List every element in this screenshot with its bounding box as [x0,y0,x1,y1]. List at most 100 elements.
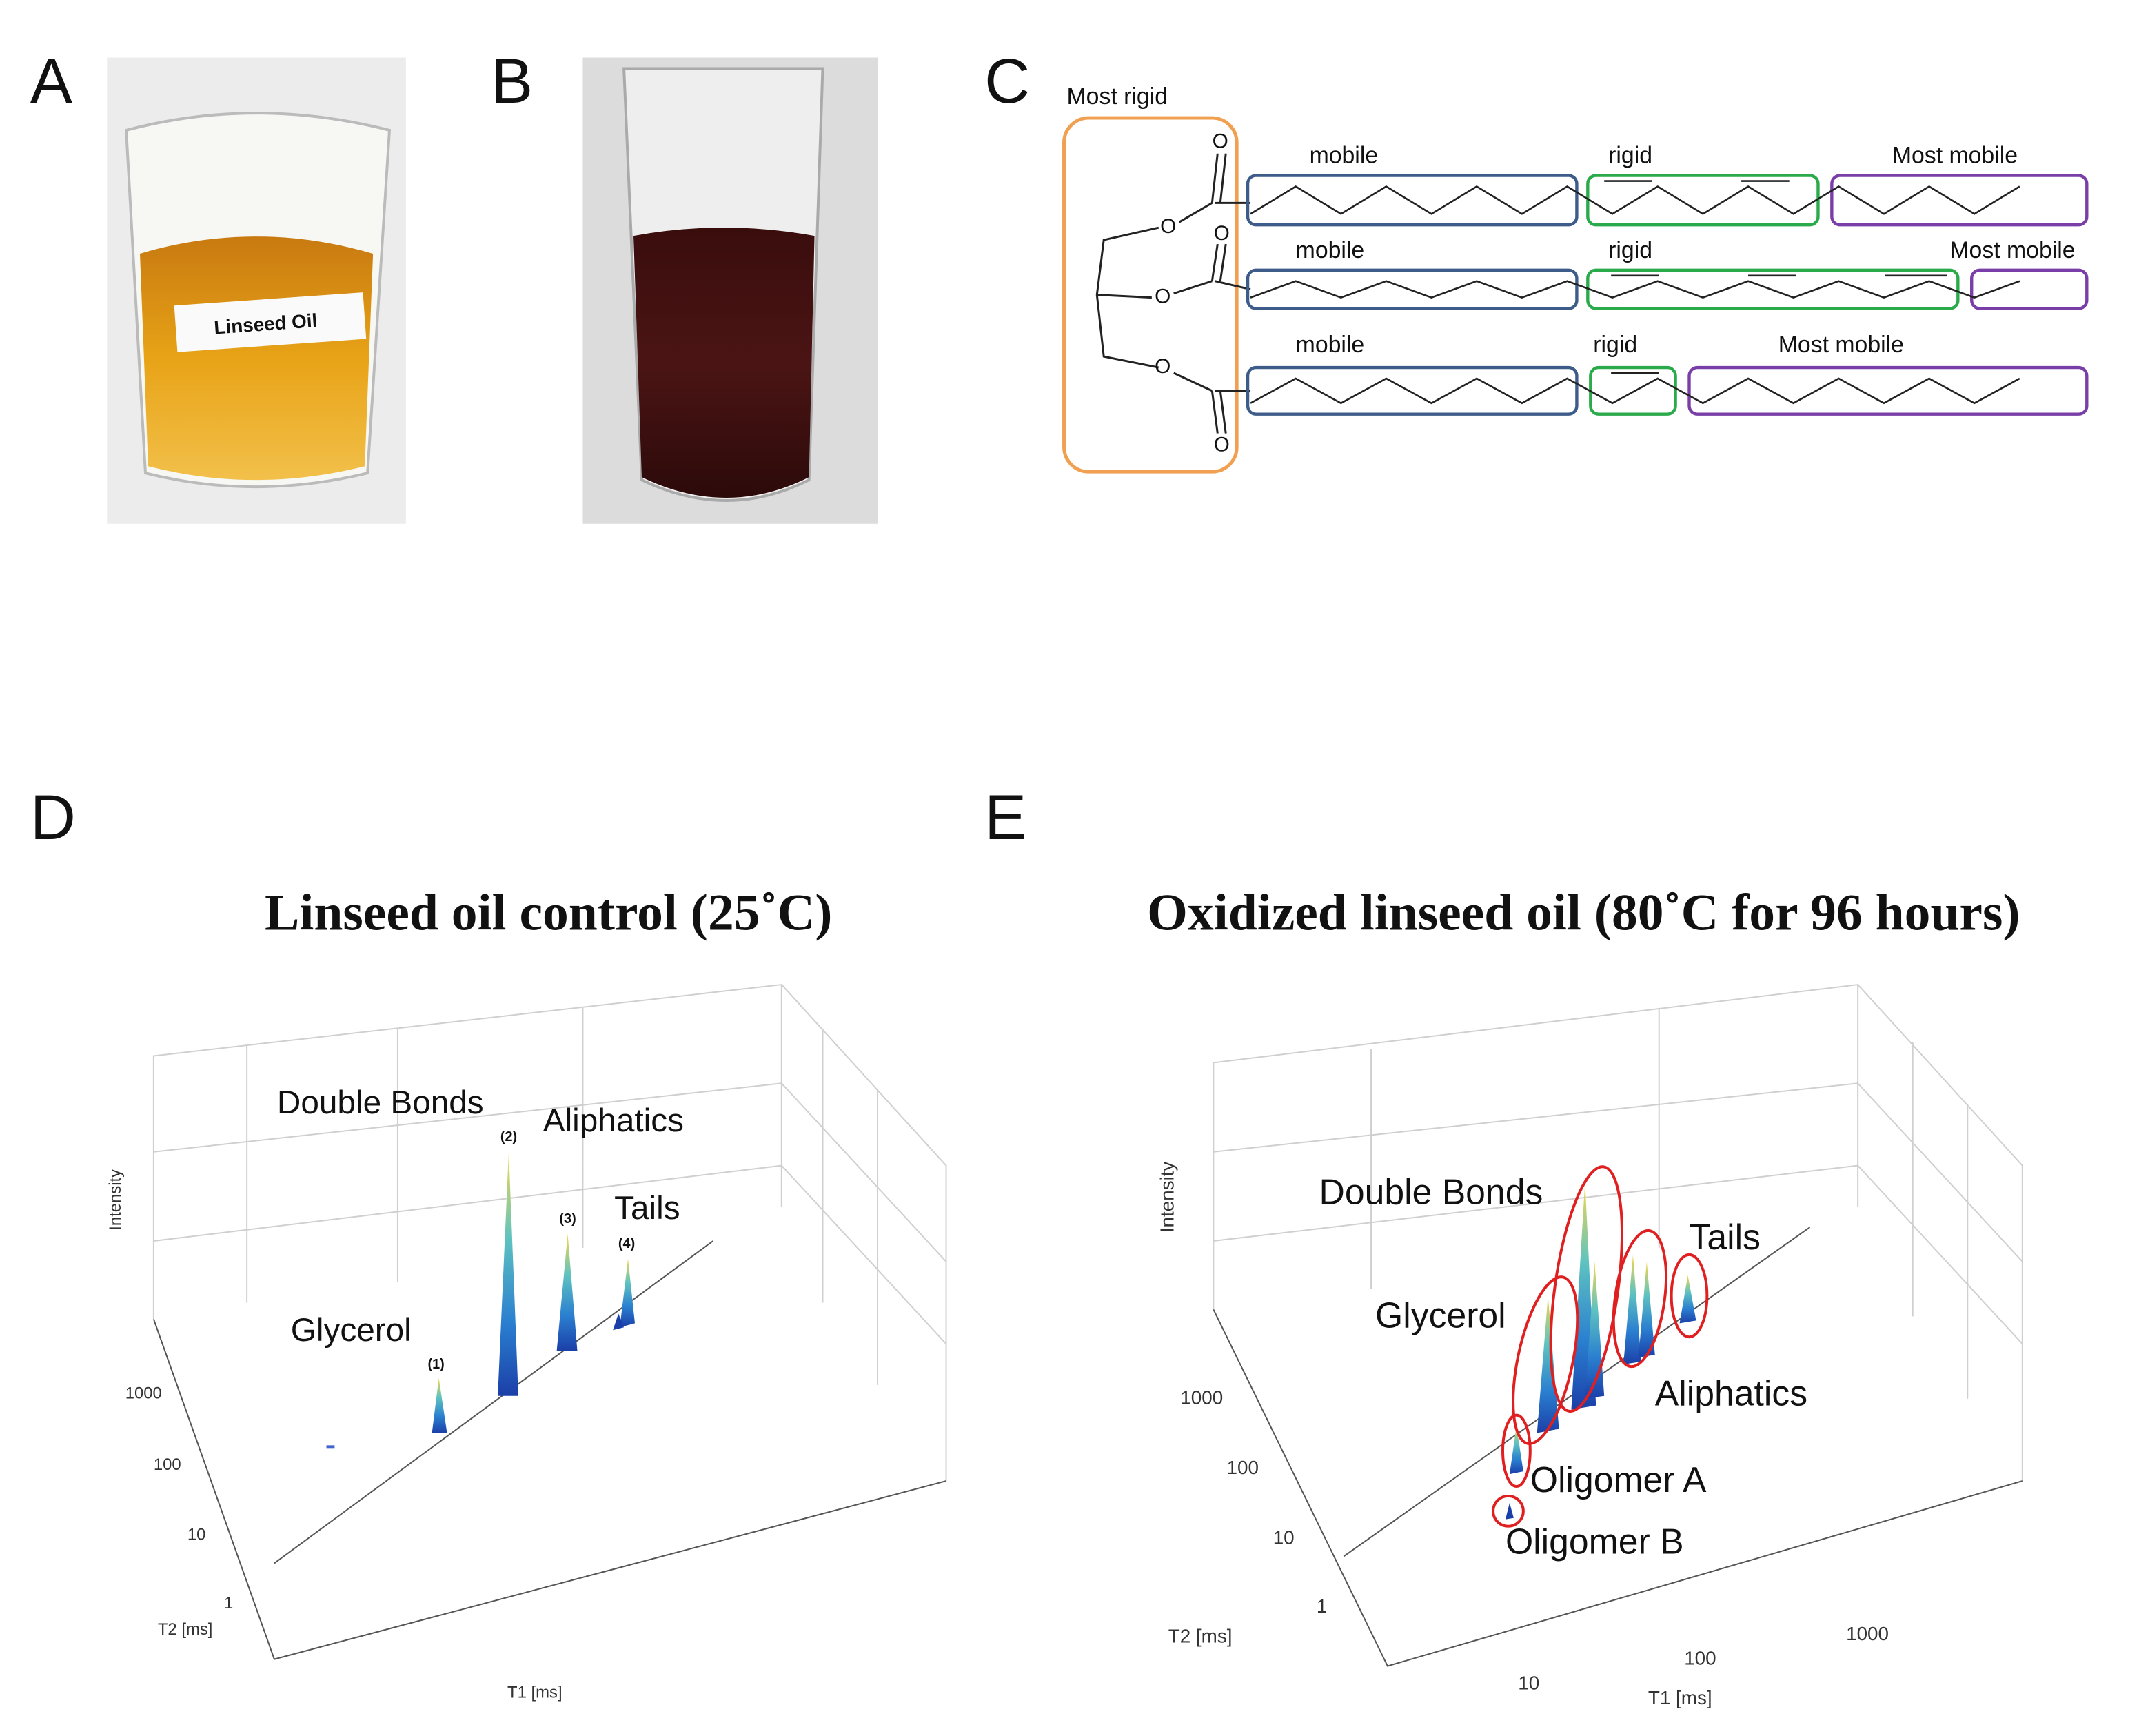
panel-e: E Oxidized linseed oil (80˚C for 96 hour… [984,783,2023,1708]
peak-label: Double Bonds [277,1084,484,1121]
peak-circle [1670,1253,1709,1339]
atom: O [1213,130,1228,153]
peak-circle [1612,1229,1667,1369]
peak-label: Glycerol [291,1312,412,1349]
peak [1505,1502,1514,1520]
axis-label: T1 [ms] [507,1683,562,1702]
segment-box [1246,268,1579,310]
chain [1250,280,2020,299]
peak-label: Glycerol [1375,1295,1506,1335]
atom: O [1214,222,1230,245]
tick-label: 1000 [125,1384,162,1403]
segment-label: rigid [1608,143,1652,169]
tick-label: 10 [1273,1527,1295,1548]
panel-label: A [30,46,72,117]
panel-label: D [30,783,76,853]
plot-title: Oxidized linseed oil (80˚C for 96 hours) [1147,885,2020,942]
bond [1210,390,1219,434]
bond [1219,243,1227,281]
segment-label: rigid [1608,237,1652,263]
axis-label: Intensity [1157,1161,1178,1233]
peak [432,1377,447,1433]
bond [1210,243,1219,281]
tick-label: 100 [1684,1648,1716,1669]
peak [498,1151,518,1396]
chain [1250,377,2020,405]
atom: O [1160,215,1176,238]
bond [1219,153,1227,203]
segment-box [1589,365,1677,416]
peak [1537,1295,1559,1433]
peak [613,1313,625,1331]
peak-label: Oligomer A [1530,1460,1707,1500]
panel-label: B [491,46,533,117]
atom: O [1155,355,1170,378]
tick-label: 10 [187,1526,206,1544]
peak-label: Double Bonds [1319,1171,1543,1211]
panel-label: E [984,783,1026,853]
peak-label: Tails [1690,1217,1761,1257]
segment-box [1830,174,2089,227]
tick-label: 1000 [1180,1387,1223,1409]
bond [1219,390,1227,434]
sticker [174,292,367,352]
bond [1097,294,1152,299]
peak-circle [1512,1275,1579,1445]
oil [139,236,374,481]
segment-label: Most mobile [1949,237,2075,263]
plot-title: Linseed oil control (25˚C) [265,885,832,942]
panel-d: D Linseed oil control (25˚C) 1000 100 10… [30,783,947,1702]
segment-label: rigid [1593,332,1637,358]
peak-label: Oligomer B [1506,1521,1684,1561]
bond [1178,202,1213,223]
axis-label: Intensity [106,1169,125,1231]
peak-label: Aliphatics [543,1102,684,1139]
panel-label: C [984,46,1030,117]
segment-box [1586,174,1820,227]
tick-label: 100 [1227,1457,1259,1478]
segment-label: Most mobile [1892,143,2018,169]
segment-label: mobile [1296,332,1365,358]
segment-label: mobile [1296,237,1365,263]
tick-label: 1000 [1846,1623,1889,1644]
oil [633,228,815,498]
peak-number: (1) [427,1357,444,1372]
axis-label: T2 [ms] [158,1620,213,1639]
peak-circle [1549,1165,1624,1413]
bond [1173,280,1213,295]
axis-label: T1 [ms] [1648,1687,1712,1708]
peak-number: (2) [500,1129,517,1144]
segment-label: mobile [1310,143,1379,169]
tick-label: 100 [154,1455,181,1474]
atom: O [1155,285,1170,307]
peak [620,1258,636,1328]
panel-c: C Most rigid O O O O O O mobile rigid Mo… [984,46,2089,474]
peak [1638,1261,1655,1358]
peak-circle [1492,1494,1525,1528]
panel-b: B [491,46,878,524]
tick-label: 1 [1317,1595,1327,1617]
peak [556,1234,578,1351]
segment-box [1970,268,2089,310]
peak-number: (3) [559,1211,576,1227]
peak-number: (4) [618,1236,635,1251]
segment-box [1246,365,1579,416]
peak-label: Aliphatics [1655,1373,1807,1413]
segment-label: Most rigid [1067,83,1168,110]
segment-box [1246,174,1579,227]
bond [1214,280,1251,291]
chain [1250,185,2020,215]
tick-label: 10 [1518,1672,1539,1693]
axis-label: T2 [ms] [1168,1626,1233,1647]
peak [1623,1254,1641,1364]
tick-label: 1 [224,1594,233,1613]
glycerol-box [1062,116,1239,474]
peak [326,1445,335,1449]
peak [1509,1426,1523,1475]
peak [1585,1261,1605,1399]
panel-a: A Linseed Oil [30,46,406,524]
atom: O [1214,433,1230,456]
peak-label: Tails [614,1190,680,1227]
segment-box [1687,365,2089,416]
